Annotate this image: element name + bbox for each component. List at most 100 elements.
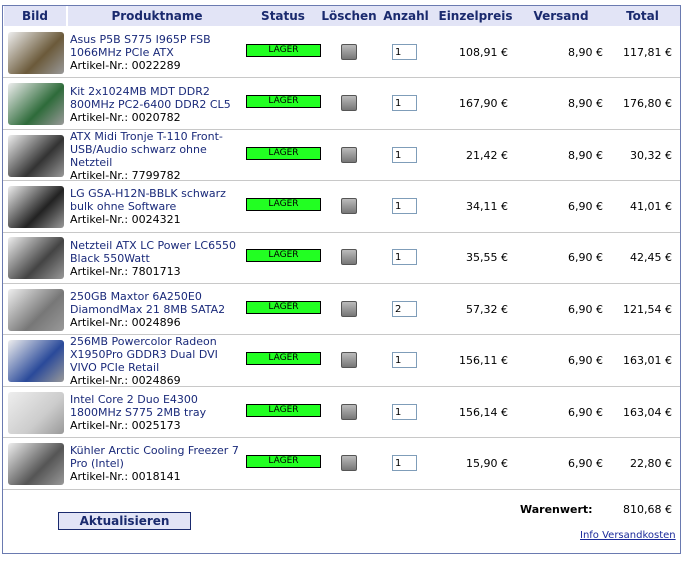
unit-price: 156,14 € (459, 405, 508, 419)
article-number: Artikel-Nr.: 7801713 (70, 264, 181, 278)
column-header: Total (605, 6, 680, 26)
delete-icon[interactable] (341, 403, 357, 420)
product-image (8, 83, 64, 126)
row-divider (3, 335, 680, 387)
product-image (8, 442, 64, 485)
shipping-cost: 8,90 € (568, 97, 603, 111)
line-total: 30,32 € (630, 148, 672, 162)
status-badge: LAGER (246, 249, 321, 263)
product-name[interactable]: Kit 2x1024MB MDT DDR2 800MHz PC2-6400 DD… (70, 84, 231, 111)
subtotal-label: Warenwert: (520, 503, 593, 516)
shipping-cost: 6,90 € (568, 199, 603, 213)
article-number: Artikel-Nr.: 0024321 (70, 213, 181, 227)
product-name[interactable]: Kühler Arctic Cooling Freezer 7 Pro (Int… (70, 444, 239, 471)
unit-price: 167,90 € (459, 97, 508, 111)
delete-icon[interactable] (341, 95, 357, 112)
status-badge: LAGER (246, 403, 321, 417)
product-name[interactable]: Intel Core 2 Duo E4300 1800MHz S775 2MB … (70, 393, 207, 419)
article-number: Artikel-Nr.: 0022289 (70, 59, 181, 73)
product-info: Netzteil ATX LC Power LC6550 Black 550Wa… (70, 239, 248, 278)
product-info: Kühler Arctic Cooling Freezer 7 Pro (Int… (70, 444, 248, 483)
column-header: Bild (4, 6, 66, 26)
quantity-input[interactable]: 2 (392, 300, 417, 317)
product-info: ATX Midi Tronje T-110 Front-USB/Audio sc… (70, 130, 248, 182)
unit-price: 15,90 € (466, 456, 508, 470)
article-number: Artikel-Nr.: 0024896 (70, 316, 181, 330)
product-name[interactable]: Asus P5B S775 I965P FSB 1066MHz PCIe ATX (70, 33, 211, 60)
column-header: Versand (517, 6, 605, 26)
unit-price: 21,42 € (466, 148, 508, 162)
unit-price: 57,32 € (466, 302, 508, 316)
delete-icon[interactable] (341, 454, 357, 471)
product-name[interactable]: LG GSA-H12N-BBLK schwarz bulk ohne Softw… (70, 187, 226, 214)
shipping-cost: 6,90 € (568, 405, 603, 419)
article-number: Artikel-Nr.: 0020782 (70, 110, 181, 124)
delete-icon[interactable] (341, 146, 357, 163)
delete-icon[interactable] (341, 352, 357, 369)
column-header: Löschen (320, 6, 378, 26)
line-total: 41,01 € (630, 199, 672, 213)
quantity-input[interactable]: 1 (392, 249, 417, 266)
status-badge: LAGER (246, 146, 321, 160)
unit-price: 35,55 € (466, 251, 508, 265)
status-badge: LAGER (246, 197, 321, 211)
quantity-input[interactable]: 1 (392, 454, 417, 471)
row-divider (3, 181, 680, 233)
line-total: 121,54 € (623, 302, 672, 316)
product-info: Asus P5B S775 I965P FSB 1066MHz PCIe ATX… (70, 33, 248, 72)
article-number: Artikel-Nr.: 7799782 (70, 168, 181, 182)
quantity-input[interactable]: 1 (392, 95, 417, 112)
product-image (8, 391, 64, 434)
line-total: 163,01 € (623, 354, 672, 368)
quantity-input[interactable]: 1 (392, 43, 417, 60)
status-badge: LAGER (246, 43, 321, 57)
product-info: LG GSA-H12N-BBLK schwarz bulk ohne Softw… (70, 187, 248, 226)
quantity-input[interactable]: 1 (392, 197, 417, 214)
column-header: Status (246, 6, 320, 26)
product-image (8, 31, 64, 74)
status-badge: LAGER (246, 300, 321, 314)
line-total: 163,04 € (623, 405, 672, 419)
status-badge: LAGER (246, 95, 321, 109)
row-divider (3, 233, 680, 284)
status-badge: LAGER (246, 454, 321, 468)
quantity-input[interactable]: 1 (392, 352, 417, 369)
delete-icon[interactable] (341, 43, 357, 60)
product-image (8, 134, 64, 177)
product-name[interactable]: 256MB Powercolor Radeon X1950Pro GDDR3 D… (70, 335, 218, 375)
line-total: 176,80 € (623, 97, 672, 111)
shipping-info-link[interactable]: Info Versandkosten (580, 530, 676, 541)
shipping-cost: 8,90 € (568, 45, 603, 59)
quantity-input[interactable]: 1 (392, 146, 417, 163)
unit-price: 34,11 € (466, 199, 508, 213)
cart-frame (2, 5, 681, 554)
unit-price: 156,11 € (459, 354, 508, 368)
article-number: Artikel-Nr.: 0024869 (70, 374, 181, 388)
delete-icon[interactable] (341, 197, 357, 214)
update-button[interactable]: Aktualisieren (58, 512, 191, 530)
row-divider (3, 284, 680, 336)
row-divider (3, 387, 680, 439)
line-total: 42,45 € (630, 251, 672, 265)
product-name[interactable]: ATX Midi Tronje T-110 Front-USB/Audio sc… (70, 129, 223, 169)
product-image (8, 288, 64, 331)
article-number: Artikel-Nr.: 0018141 (70, 470, 181, 484)
shipping-cost: 6,90 € (568, 354, 603, 368)
delete-icon[interactable] (341, 300, 357, 317)
status-badge: LAGER (246, 352, 321, 366)
row-divider (3, 438, 680, 490)
product-info: Intel Core 2 Duo E4300 1800MHz S775 2MB … (70, 393, 248, 432)
shipping-cost: 6,90 € (568, 456, 603, 470)
product-name[interactable]: Netzteil ATX LC Power LC6550 Black 550Wa… (70, 238, 237, 265)
shipping-cost: 8,90 € (568, 148, 603, 162)
line-total: 22,80 € (630, 456, 672, 470)
product-image (8, 185, 64, 228)
column-header: Anzahl (378, 6, 434, 26)
delete-icon[interactable] (341, 249, 357, 266)
column-header: Produktname (68, 6, 246, 26)
quantity-input[interactable]: 1 (392, 403, 417, 420)
product-info: 256MB Powercolor Radeon X1950Pro GDDR3 D… (70, 335, 248, 387)
line-total: 117,81 € (623, 45, 672, 59)
product-name[interactable]: 250GB Maxtor 6A250E0 DiamondMax 21 8MB S… (70, 290, 226, 317)
